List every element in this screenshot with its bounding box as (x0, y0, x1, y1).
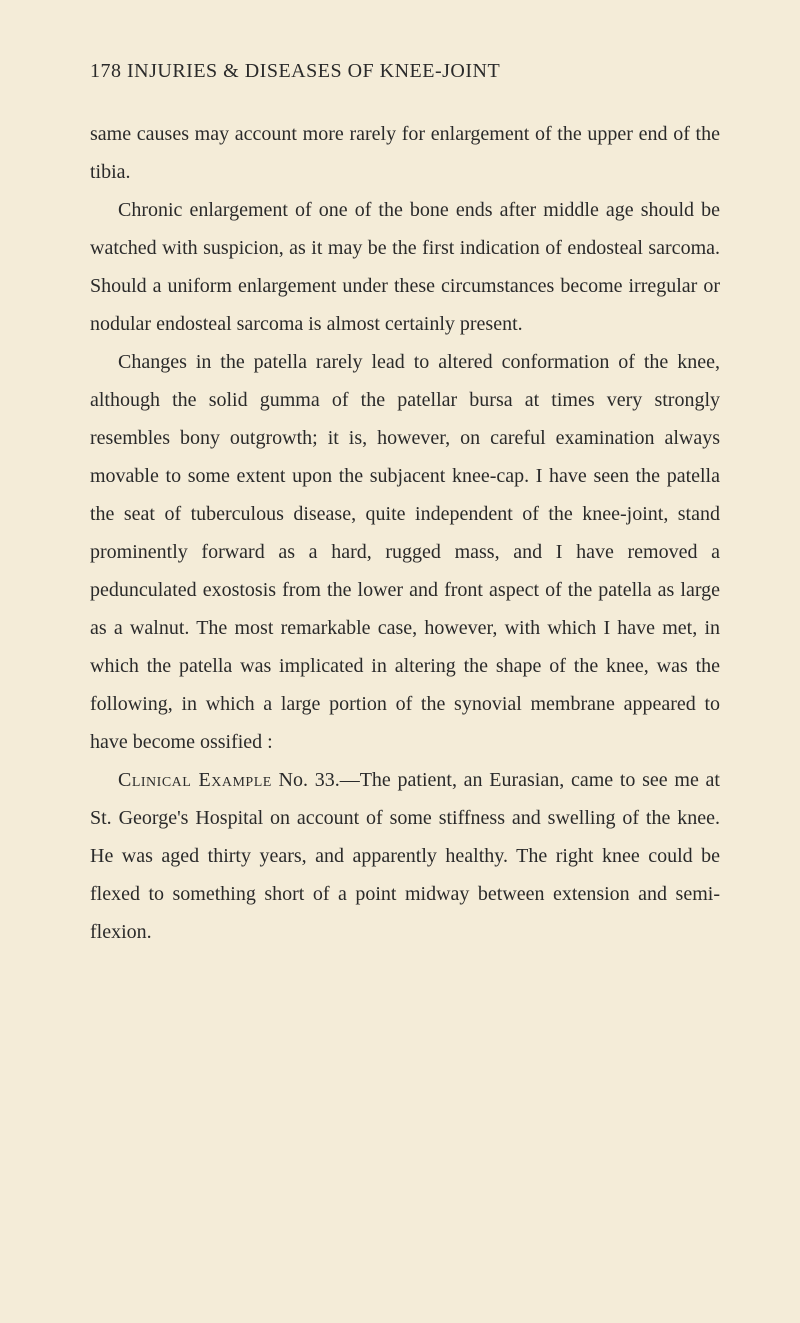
body-text: same causes may account more rarely for … (90, 115, 720, 951)
paragraph-2: Chronic enlargement of one of the bone e… (90, 191, 720, 343)
paragraph-4-rest: No. 33.—The patient, an Eurasian, came t… (90, 769, 720, 943)
paragraph-4: Clinical Example No. 33.—The patient, an… (90, 761, 720, 951)
page-header: 178 INJURIES & DISEASES OF KNEE-JOINT (90, 60, 720, 83)
paragraph-1: same causes may account more rarely for … (90, 115, 720, 191)
clinical-example-label: Clinical Example (118, 769, 272, 791)
paragraph-3: Changes in the patella rarely lead to al… (90, 343, 720, 761)
